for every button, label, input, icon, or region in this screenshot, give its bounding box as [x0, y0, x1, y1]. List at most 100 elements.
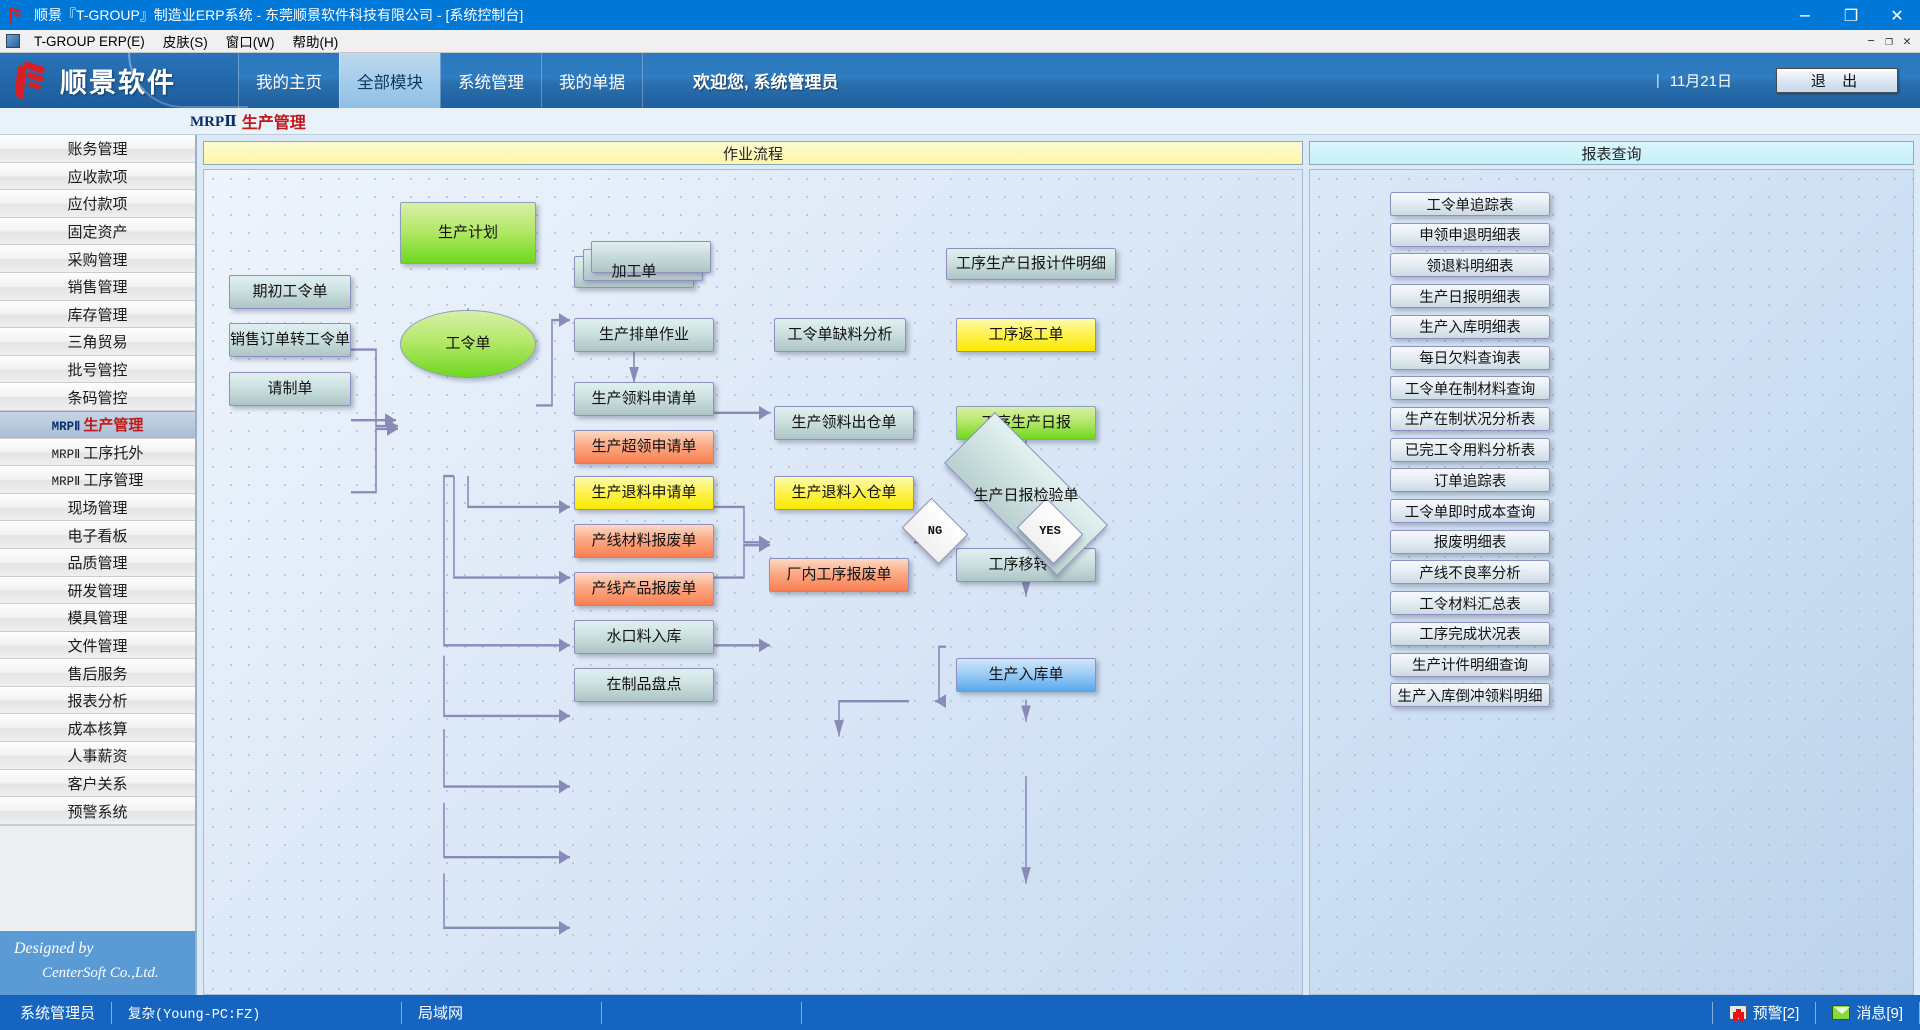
flow-decision-inspect[interactable]: 生产日报检验单: [943, 411, 1109, 577]
sidebar-item-22[interactable]: 人事薪资: [0, 742, 195, 770]
flow-node-so-to-wo[interactable]: 销售订单转工令单: [229, 323, 351, 357]
sidebar-item-14[interactable]: 电子看板: [0, 521, 195, 549]
sidebar-item-15[interactable]: 品质管理: [0, 548, 195, 577]
sidebar-item-19[interactable]: 售后服务: [0, 659, 195, 687]
report-button-3[interactable]: 生产日报明细表: [1390, 284, 1550, 309]
flow-node-scrap-mat[interactable]: 产线材料报废单: [574, 524, 714, 558]
flow-node-plan[interactable]: 生产计划: [400, 202, 536, 264]
sidebar-item-17[interactable]: 模具管理: [0, 604, 195, 632]
flow-connectors: [351, 308, 1031, 935]
app-logo-icon: [6, 5, 28, 25]
report-button-12[interactable]: 产线不良率分析: [1390, 560, 1550, 585]
report-button-5[interactable]: 每日欠料查询表: [1390, 345, 1550, 370]
report-button-11[interactable]: 报废明细表: [1390, 529, 1550, 554]
status-network: 局域网: [402, 1001, 603, 1024]
flow-node-plant-scrap[interactable]: 厂内工序报废单: [769, 558, 909, 592]
report-button-0[interactable]: 工令单追踪表: [1390, 192, 1550, 216]
mail-icon: [1832, 1005, 1851, 1020]
report-button-2[interactable]: 领退料明细表: [1390, 253, 1550, 278]
sidebar-item-6[interactable]: 库存管理: [0, 300, 195, 329]
sidebar-item-16[interactable]: 研发管理: [0, 576, 195, 605]
flow-node-wip-count[interactable]: 在制品盘点: [574, 668, 714, 702]
sidebar-item-12[interactable]: MRPⅡ 工序管理: [0, 466, 195, 494]
flow-node-sched[interactable]: 生产排单作业: [574, 318, 714, 352]
report-button-15[interactable]: 生产计件明细查询: [1390, 652, 1550, 677]
flow-node-mat-out[interactable]: 生产领料出仓单: [774, 406, 914, 440]
maximize-button[interactable]: ❐: [1843, 5, 1859, 25]
tab-all-modules[interactable]: 全部模块: [339, 53, 440, 108]
message-indicator[interactable]: 消息[9]: [1816, 1001, 1920, 1024]
flow-node-rework[interactable]: 工序返工单: [956, 318, 1096, 352]
report-button-9[interactable]: 订单追踪表: [1390, 468, 1550, 493]
sidebar-item-0[interactable]: 账务管理: [0, 135, 195, 163]
menu-item-help[interactable]: 帮助(H): [292, 35, 339, 50]
menu-item-skin[interactable]: 皮肤(S): [162, 35, 208, 50]
logout-button[interactable]: 退 出: [1776, 68, 1898, 93]
flow-decision-ng[interactable]: NG: [901, 497, 969, 565]
tab-my-home[interactable]: 我的主页: [238, 53, 339, 108]
report-button-8[interactable]: 已完工令用料分析表: [1390, 437, 1550, 462]
flow-node-work-order[interactable]: 工令单: [400, 310, 536, 378]
sidebar-item-7[interactable]: 三角贸易: [0, 328, 195, 356]
module-title-bar: MRPⅡ 生产管理: [0, 108, 1920, 135]
mdi-close-button[interactable]: ✕: [1903, 34, 1911, 49]
menu-item-erp[interactable]: T-GROUP ERP(E): [34, 33, 145, 49]
sidebar-item-11[interactable]: MRPⅡ 工序托外: [0, 438, 195, 467]
sidebar-item-prefix: MRPⅡ: [51, 420, 81, 435]
close-button[interactable]: ✕: [1890, 5, 1904, 25]
sidebar-item-24[interactable]: 预警系统: [0, 797, 195, 825]
flow-node-fg-in[interactable]: 生产入库单: [956, 658, 1096, 692]
sidebar-item-label: 品质管理: [67, 555, 128, 573]
flow-decision-yes[interactable]: YES: [1016, 497, 1084, 565]
report-button-10[interactable]: 工令单即时成本查询: [1390, 499, 1550, 523]
sidebar-item-2[interactable]: 应付款项: [0, 190, 195, 218]
mdi-window-controls: − ❐ ✕: [1862, 30, 1916, 53]
sidebar-item-label: 账务管理: [67, 141, 128, 159]
sidebar-item-1[interactable]: 应收款项: [0, 162, 195, 191]
sidebar-item-10[interactable]: MRPⅡ 生产管理: [0, 410, 195, 439]
sidebar-item-4[interactable]: 采购管理: [0, 245, 195, 273]
report-button-4[interactable]: 生产入库明细表: [1390, 314, 1550, 339]
sidebar-item-3[interactable]: 固定资产: [0, 217, 195, 246]
flow-node-process-ord[interactable]: 加工单: [574, 241, 711, 288]
sidebar-item-13[interactable]: 现场管理: [0, 493, 195, 522]
sidebar-item-prefix: MRPⅡ: [51, 447, 81, 462]
mdi-restore-button[interactable]: ❐: [1885, 34, 1893, 49]
report-button-7[interactable]: 生产在制状况分析表: [1390, 406, 1550, 431]
flow-node-ret-in[interactable]: 生产退料入仓单: [774, 476, 914, 510]
sidebar-item-8[interactable]: 批号管控: [0, 355, 195, 384]
sidebar-item-5[interactable]: 销售管理: [0, 272, 195, 301]
diamond-label: YES: [1039, 524, 1061, 538]
status-bar: 系统管理员 复杂(Young-PC:FZ) 局域网 预警[2] 消息[9]: [0, 995, 1920, 1030]
sidebar-item-18[interactable]: 文件管理: [0, 631, 195, 660]
report-button-13[interactable]: 工令材料汇总表: [1390, 591, 1550, 616]
report-button-16[interactable]: 生产入库倒冲领料明细: [1390, 683, 1550, 708]
flow-node-scrap-prod[interactable]: 产线产品报废单: [574, 572, 714, 606]
flow-node-daily-piece[interactable]: 工序生产日报计件明细: [946, 248, 1116, 280]
sidebar-item-20[interactable]: 报表分析: [0, 686, 195, 715]
report-button-1[interactable]: 申领申退明细表: [1390, 222, 1550, 247]
sidebar-item-label: 现场管理: [67, 500, 128, 518]
sidebar-item-label: MRPⅡ 工序管理: [52, 469, 144, 490]
page-title: 生产管理: [241, 115, 306, 132]
menu-item-window[interactable]: 窗口(W): [225, 35, 275, 50]
report-button-14[interactable]: 工序完成状况表: [1390, 621, 1550, 646]
tab-system-admin[interactable]: 系统管理: [440, 53, 541, 108]
flow-node-over-req[interactable]: 生产超领申请单: [574, 430, 714, 464]
flow-node-qc-initial[interactable]: 期初工令单: [229, 275, 351, 309]
flow-node-shortage[interactable]: 工令单缺料分析: [774, 318, 906, 352]
minimize-button[interactable]: −: [1798, 5, 1812, 25]
mdi-minimize-button[interactable]: −: [1867, 34, 1875, 49]
flow-node-ret-req[interactable]: 生产退料申请单: [574, 476, 714, 510]
alert-indicator[interactable]: 预警[2]: [1711, 1001, 1817, 1024]
flow-node-gate-in[interactable]: 水口料入库: [574, 620, 714, 654]
tab-my-documents[interactable]: 我的单据: [541, 53, 643, 108]
report-button-6[interactable]: 工令单在制材料查询: [1390, 376, 1550, 401]
sidebar-item-21[interactable]: 成本核算: [0, 714, 195, 743]
flow-node-req-make[interactable]: 请制单: [229, 372, 351, 406]
alert-label: 预警[2]: [1752, 1005, 1800, 1022]
designed-by-line2: CenterSoft Co.,Ltd.: [42, 965, 159, 981]
flow-node-mat-req[interactable]: 生产领料申请单: [574, 382, 714, 416]
sidebar-item-23[interactable]: 客户关系: [0, 769, 195, 798]
sidebar-item-9[interactable]: 条码管控: [0, 383, 195, 411]
